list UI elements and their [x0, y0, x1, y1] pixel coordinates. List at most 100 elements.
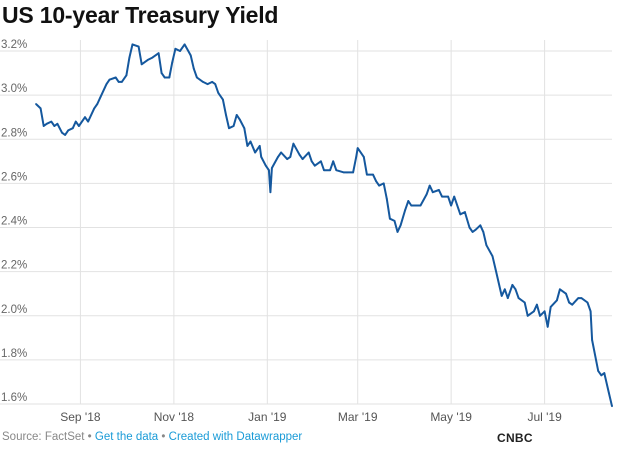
- data-point: [217, 92, 220, 94]
- data-point: [125, 74, 128, 77]
- data-point: [335, 169, 338, 172]
- data-point: [611, 405, 613, 408]
- data-point: [179, 50, 181, 52]
- source-credit: Source: FactSet: [2, 431, 85, 443]
- data-point: [431, 191, 434, 194]
- data-point: [146, 59, 149, 61]
- data-point: [157, 52, 160, 55]
- data-point: [356, 147, 359, 150]
- data-point: [559, 288, 561, 291]
- data-point: [428, 184, 431, 187]
- data-point: [482, 231, 485, 233]
- data-point: [536, 303, 538, 306]
- data-point: [580, 297, 583, 299]
- data-point: [591, 339, 593, 341]
- data-point: [61, 131, 63, 134]
- data-point: [301, 158, 304, 161]
- data-point: [183, 43, 186, 46]
- data-point: [108, 78, 111, 81]
- data-point: [211, 81, 214, 83]
- data-point: [586, 301, 589, 304]
- data-point: [93, 107, 96, 110]
- data-point: [64, 134, 66, 136]
- data-point: [343, 171, 345, 174]
- data-point: [232, 125, 235, 127]
- data-point: [479, 224, 482, 227]
- data-point: [254, 151, 256, 154]
- data-point: [120, 81, 123, 83]
- y-tick-label: 3.0%: [1, 83, 27, 95]
- data-point: [84, 116, 86, 119]
- data-point: [494, 268, 497, 271]
- data-point: [503, 288, 506, 291]
- x-tick-label: Jan '19: [248, 410, 287, 424]
- data-point: [163, 76, 166, 79]
- datawrapper-link[interactable]: Created with Datawrapper: [168, 431, 303, 443]
- data-point: [206, 83, 209, 85]
- data-point: [222, 98, 224, 101]
- data-point: [378, 184, 380, 187]
- chart-title: US 10-year Treasury Yield: [2, 2, 279, 28]
- data-point: [320, 160, 322, 163]
- data-point: [543, 310, 546, 313]
- data-point: [453, 195, 456, 198]
- data-point: [243, 127, 246, 130]
- data-point: [447, 195, 449, 198]
- data-point: [517, 297, 520, 299]
- data-point: [128, 56, 131, 59]
- data-point: [425, 193, 428, 196]
- data-point: [298, 153, 301, 156]
- data-point: [313, 164, 316, 167]
- data-point: [151, 56, 154, 59]
- data-point: [238, 118, 241, 121]
- data-point: [332, 160, 335, 163]
- y-tick-label: 2.2%: [1, 260, 27, 272]
- data-point: [264, 164, 267, 167]
- data-point: [268, 169, 270, 172]
- data-point: [577, 297, 580, 299]
- footer-separator: •: [161, 431, 166, 443]
- data-point: [235, 114, 238, 116]
- data-point: [464, 211, 466, 214]
- data-point: [74, 120, 77, 123]
- data-point: [514, 288, 517, 291]
- y-tick-label: 2.4%: [1, 216, 27, 228]
- data-point: [196, 76, 198, 79]
- data-point: [565, 292, 567, 295]
- data-point: [228, 127, 230, 130]
- data-point: [271, 167, 273, 169]
- y-axis: 1.6% 1.8% 2.0% 2.2% 2.4% 2.6% 2.8% 3.0% 3.2%: [1, 39, 27, 404]
- data-point: [450, 204, 452, 207]
- data-point: [539, 314, 541, 317]
- data-point: [385, 197, 388, 200]
- data-point: [404, 209, 407, 211]
- data-point: [45, 122, 48, 125]
- data-point: [137, 45, 140, 48]
- data-point: [171, 61, 174, 63]
- data-point: [491, 255, 494, 258]
- data-point: [87, 120, 89, 123]
- data-point: [192, 67, 195, 70]
- y-tick-label: 2.8%: [1, 127, 27, 139]
- x-tick-label: Jul '19: [527, 410, 562, 424]
- data-point: [352, 171, 354, 174]
- data-point: [39, 107, 42, 110]
- series-layer: [35, 43, 613, 408]
- data-point: [260, 156, 263, 158]
- x-tick-label: Mar '19: [338, 410, 378, 424]
- data-point: [355, 156, 358, 158]
- footer-separator: •: [87, 431, 92, 443]
- data-point: [249, 140, 252, 143]
- data-point: [459, 213, 462, 216]
- data-point: [78, 125, 80, 127]
- data-point: [556, 299, 558, 302]
- x-tick-label: Nov '18: [154, 410, 195, 424]
- data-point: [202, 81, 204, 83]
- data-point: [160, 72, 163, 74]
- data-point: [67, 129, 70, 132]
- data-point: [214, 83, 217, 85]
- get-data-link[interactable]: Get the data: [94, 431, 159, 443]
- data-point: [105, 83, 108, 85]
- data-point: [114, 76, 117, 79]
- data-point: [35, 103, 37, 105]
